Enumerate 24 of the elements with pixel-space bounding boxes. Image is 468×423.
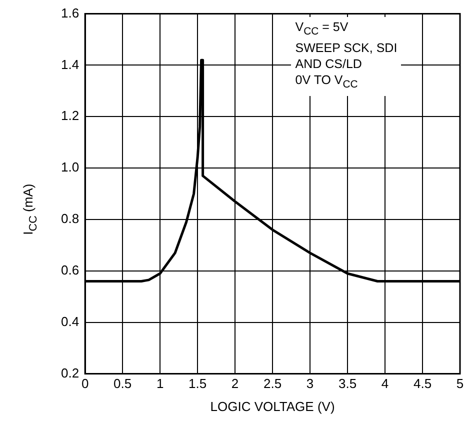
x-tick-label: 4 (381, 376, 389, 392)
x-tick-label: 0.5 (114, 376, 132, 392)
y-tick-label: 0.2 (60, 365, 80, 380)
x-tick-label: 2 (231, 376, 239, 392)
y-tick-label: 0.8 (60, 211, 80, 226)
y-tick-label: 0.6 (60, 262, 80, 278)
y-tick-label: 1.4 (60, 56, 80, 72)
x-tick-label: 3 (306, 376, 314, 392)
annotation: 0V TO V$_{CC}$ (295, 73, 358, 91)
y-tick-label: 1.0 (60, 160, 80, 175)
x-tick-label: 5 (456, 376, 464, 392)
annotation: AND CS/LD (295, 57, 362, 72)
x-tick-label: 2.5 (263, 376, 282, 392)
annotation: SWEEP SCK, SDI (295, 41, 398, 56)
x-tick-label: 4.5 (413, 376, 432, 392)
y-tick-label: 1.6 (60, 5, 80, 20)
y-tick-label: 1.2 (60, 108, 80, 124)
x-tick-label: 0 (81, 376, 89, 392)
x-tick-label: 3.5 (338, 376, 357, 392)
x-axis-title: LOGIC VOLTAGE (V) (210, 398, 335, 414)
x-tick-label: 1.5 (188, 376, 207, 392)
y-tick-label: 0.4 (60, 314, 80, 329)
x-tick-label: 1 (156, 376, 164, 392)
annotation: V$_{CC}$ = 5V (295, 20, 348, 38)
